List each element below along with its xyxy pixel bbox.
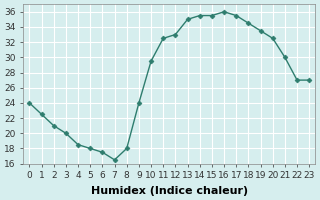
X-axis label: Humidex (Indice chaleur): Humidex (Indice chaleur)	[91, 186, 248, 196]
